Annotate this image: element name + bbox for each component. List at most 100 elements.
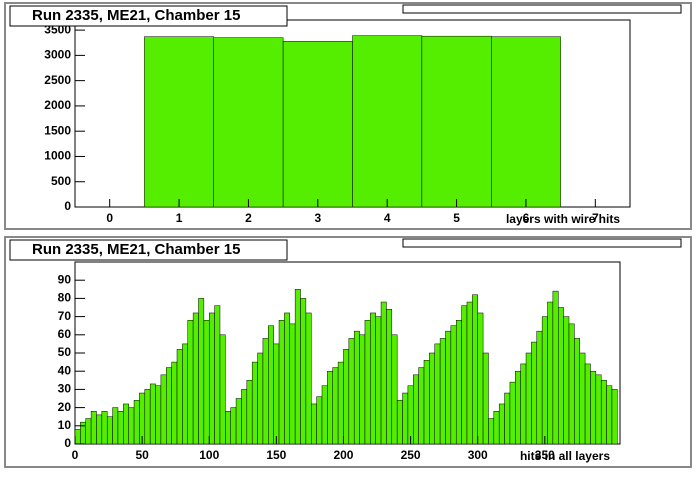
bar bbox=[472, 294, 478, 445]
x-tick-label: 50 bbox=[135, 448, 149, 462]
bar bbox=[439, 338, 446, 445]
bar bbox=[568, 323, 575, 445]
bar bbox=[214, 305, 221, 445]
bar bbox=[316, 396, 323, 445]
bar bbox=[396, 400, 403, 445]
x-tick-label: 300 bbox=[468, 448, 488, 462]
bar bbox=[515, 370, 521, 445]
bar bbox=[531, 341, 538, 445]
bar bbox=[268, 325, 274, 445]
bar bbox=[488, 418, 495, 445]
bar bbox=[225, 410, 231, 445]
bar bbox=[391, 334, 398, 445]
bar bbox=[402, 392, 409, 445]
bar bbox=[117, 410, 124, 445]
bar bbox=[246, 380, 253, 445]
bar bbox=[579, 352, 586, 445]
bar bbox=[133, 400, 140, 445]
bar bbox=[600, 380, 607, 445]
y-tick-label: 0 bbox=[64, 199, 71, 213]
stats-box bbox=[402, 238, 682, 248]
y-tick-label: 40 bbox=[58, 363, 72, 377]
bar bbox=[541, 316, 548, 445]
bar bbox=[123, 403, 129, 445]
y-tick-label: 500 bbox=[51, 174, 71, 188]
title-box bbox=[9, 5, 288, 27]
bar bbox=[450, 325, 457, 445]
x-tick-label: 200 bbox=[333, 448, 353, 462]
title-box bbox=[9, 239, 288, 261]
bar bbox=[294, 289, 301, 445]
bar bbox=[461, 305, 468, 445]
bar bbox=[213, 37, 284, 208]
bar bbox=[284, 312, 291, 445]
chart-title: Run 2335, ME21, Chamber 15 bbox=[32, 7, 240, 24]
y-tick-label: 1500 bbox=[44, 123, 71, 137]
bar bbox=[520, 363, 527, 445]
bar bbox=[192, 312, 199, 445]
bar bbox=[85, 418, 92, 445]
bar bbox=[509, 381, 516, 445]
bar bbox=[359, 334, 366, 445]
bar bbox=[128, 407, 135, 445]
bar bbox=[235, 398, 242, 445]
x-tick-label: 350 bbox=[535, 448, 555, 462]
bar bbox=[187, 319, 194, 445]
x-tick-label: 5 bbox=[453, 211, 460, 225]
stats-box bbox=[402, 4, 682, 14]
bar bbox=[590, 370, 597, 445]
bar bbox=[101, 410, 108, 445]
bar bbox=[536, 330, 543, 445]
bar bbox=[611, 389, 618, 445]
y-tick-label: 80 bbox=[58, 291, 72, 305]
y-tick-label: 0 bbox=[64, 436, 71, 450]
bar bbox=[219, 334, 226, 445]
y-tick-label: 3000 bbox=[44, 48, 71, 62]
bar bbox=[558, 307, 564, 445]
x-tick-label: 0 bbox=[72, 448, 79, 462]
bar bbox=[241, 389, 248, 445]
bar bbox=[144, 36, 214, 208]
bar bbox=[112, 407, 119, 445]
bar bbox=[434, 343, 441, 445]
bar bbox=[552, 290, 559, 445]
bar bbox=[144, 389, 151, 445]
bar bbox=[257, 352, 264, 445]
bar bbox=[364, 319, 371, 445]
y-tick-label: 10 bbox=[58, 418, 72, 432]
bar bbox=[273, 343, 280, 445]
bar bbox=[606, 385, 613, 445]
y-tick-label: 1000 bbox=[44, 149, 71, 163]
bar bbox=[90, 410, 97, 445]
bar bbox=[74, 429, 81, 445]
y-tick-label: 70 bbox=[58, 309, 72, 323]
bar bbox=[198, 298, 205, 445]
y-tick-label: 30 bbox=[58, 382, 72, 396]
y-tick-label: 2500 bbox=[44, 73, 71, 87]
bar bbox=[353, 330, 360, 445]
bar bbox=[230, 407, 237, 445]
bar bbox=[370, 312, 376, 445]
bar bbox=[160, 374, 167, 445]
bar bbox=[477, 312, 484, 445]
bar bbox=[96, 414, 103, 445]
bar bbox=[595, 374, 602, 445]
bar bbox=[482, 352, 489, 445]
bar bbox=[278, 319, 285, 445]
y-tick-label: 60 bbox=[58, 327, 72, 341]
bar bbox=[574, 338, 580, 445]
bar bbox=[166, 367, 172, 445]
x-tick-label: 150 bbox=[266, 448, 286, 462]
bar bbox=[348, 338, 355, 445]
bar bbox=[171, 361, 178, 445]
x-tick-label: 4 bbox=[384, 211, 391, 225]
bar bbox=[445, 330, 452, 445]
bar bbox=[208, 312, 215, 445]
bar bbox=[423, 360, 430, 445]
bar bbox=[149, 383, 156, 445]
x-axis-label: hits in all layers bbox=[520, 449, 610, 463]
bar bbox=[380, 301, 387, 445]
y-tick-label: 50 bbox=[58, 345, 72, 359]
x-tick-label: 3 bbox=[314, 211, 321, 225]
